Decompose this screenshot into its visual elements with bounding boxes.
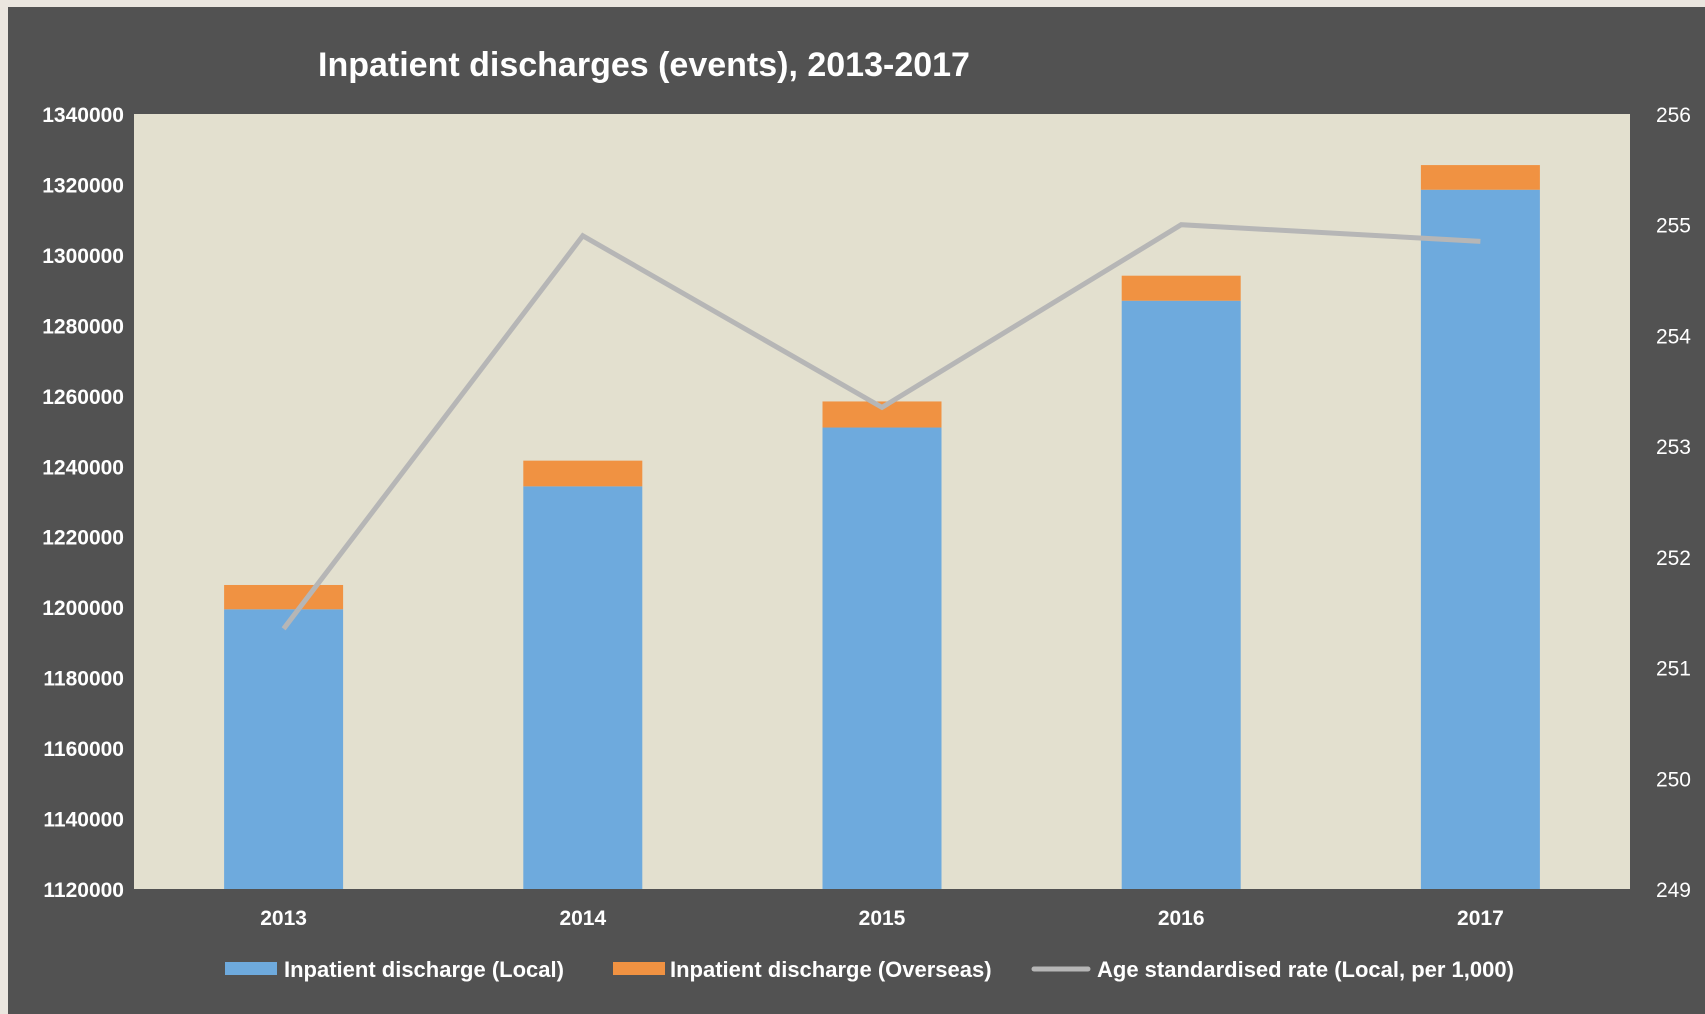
left-tick-label: 1200000 [42, 597, 124, 620]
bar-overseas-2016 [1121, 275, 1241, 301]
left-tick-label: 1340000 [42, 104, 124, 127]
left-tick-label: 1240000 [42, 456, 124, 479]
right-tick-label: 252 [1656, 547, 1691, 570]
x-tick-label: 2017 [1457, 907, 1504, 930]
left-tick-label: 1300000 [42, 245, 124, 268]
bar-local-2013 [224, 609, 344, 889]
right-tick-label: 253 [1656, 436, 1691, 459]
left-tick-label: 1280000 [42, 315, 124, 338]
left-tick-label: 1140000 [43, 809, 124, 832]
x-tick-label: 2014 [559, 907, 606, 930]
x-tick-label: 2013 [260, 907, 307, 930]
legend-overseas-swatch [613, 962, 665, 975]
left-tick-label: 1160000 [43, 738, 124, 761]
left-tick-label: 1320000 [42, 174, 124, 197]
chart-frame: Inpatient discharges (events), 2013-2017… [8, 7, 1705, 1014]
right-tick-label: 254 [1656, 325, 1691, 348]
right-tick-label: 250 [1656, 768, 1691, 791]
bar-local-2016 [1121, 300, 1241, 889]
bar-overseas-2013 [224, 584, 344, 610]
left-tick-label: 1220000 [42, 527, 124, 550]
chart-svg: Inpatient discharges (events), 2013-2017… [42, 46, 1691, 982]
right-tick-label: 255 [1656, 215, 1691, 238]
right-axis: 249 250 251 252 253 254 255 256 [1656, 104, 1691, 902]
right-tick-label: 251 [1656, 658, 1691, 681]
bar-local-2017 [1420, 189, 1540, 889]
x-tick-label: 2015 [859, 907, 906, 930]
right-tick-label: 256 [1656, 104, 1691, 127]
bars-layer [224, 165, 1540, 889]
left-axis: 1120000 1140000 1160000 1180000 1200000 12200… [42, 104, 124, 902]
right-tick-label: 249 [1656, 879, 1691, 902]
legend-local-label: Inpatient discharge (Local) [284, 957, 564, 982]
legend-overseas-label: Inpatient discharge (Overseas) [670, 957, 992, 982]
x-axis: 2013 2014 2015 2016 2017 [260, 907, 1504, 930]
bar-local-2014 [523, 486, 643, 889]
left-tick-label: 1120000 [43, 879, 124, 902]
legend: Inpatient discharge (Local) Inpatient dis… [225, 957, 1514, 982]
line-layer [281, 222, 1481, 631]
bar-overseas-2017 [1420, 165, 1540, 190]
legend-rate-label: Age standardised rate (Local, per 1,000) [1097, 957, 1514, 982]
legend-local-swatch [225, 962, 277, 975]
chart-title: Inpatient discharges (events), 2013-2017 [318, 46, 970, 84]
bar-local-2015 [822, 427, 942, 889]
bar-overseas-2014 [523, 460, 643, 487]
x-tick-label: 2016 [1158, 907, 1205, 930]
left-tick-label: 1180000 [43, 668, 124, 691]
left-tick-label: 1260000 [42, 386, 124, 409]
